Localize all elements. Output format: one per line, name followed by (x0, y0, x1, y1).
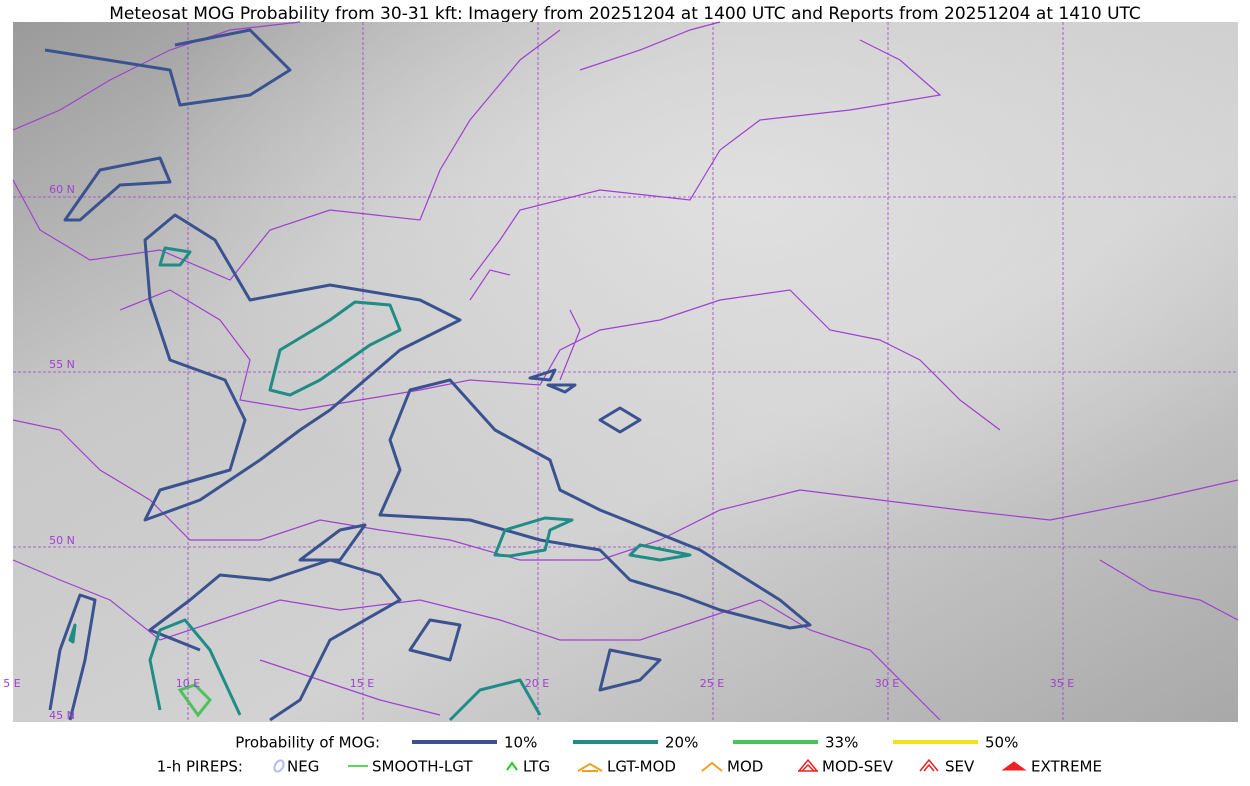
pirep-icon (1001, 761, 1027, 771)
pirep-icon (273, 759, 285, 773)
legend-title: 1-h PIREPS: (157, 758, 243, 776)
lon-label: 15 E (350, 677, 374, 690)
legend-label: MOD (727, 758, 763, 776)
lon-label: 5 E (3, 677, 20, 690)
lon-label: 10 E (176, 677, 200, 690)
legend-label: LTG (523, 758, 550, 776)
lon-label: 30 E (875, 677, 899, 690)
lon-label: 20 E (525, 677, 549, 690)
pirep-icon (701, 761, 723, 772)
lon-label: 35 E (1050, 677, 1074, 690)
legend-label: NEG (287, 758, 319, 776)
legend-label: 20% (665, 734, 698, 752)
legend-label: EXTREME (1031, 758, 1102, 776)
legend-label: 50% (985, 734, 1018, 752)
grid-labels: 60 N 55 N 50 N 45 N 5 E 10 E 15 E 20 E 25 E 30 E 3… (3, 183, 1074, 722)
lat-label: 50 N (49, 534, 75, 547)
title: Meteosat MOG Probability from 30-31 kft:… (109, 4, 1141, 24)
legend-label: MOD-SEV (822, 758, 894, 776)
legend-label: 10% (504, 734, 537, 752)
legend-label: SEV (945, 758, 975, 776)
pirep-icon (798, 758, 818, 772)
map (12, 21, 1239, 722)
lat-label: 55 N (49, 358, 75, 371)
legend: Probability of MOG: 10% 20% 33% 50% 1-h PIREP… (157, 734, 1102, 776)
pirep-icon (506, 761, 518, 771)
lat-label: 45 N (49, 709, 75, 722)
pirep-icon (577, 762, 603, 772)
legend-label: 33% (825, 734, 858, 752)
legend-label: LGT-MOD (607, 758, 676, 776)
legend-label: SMOOTH-LGT (372, 758, 473, 776)
pirep-icon (919, 758, 939, 772)
lon-label: 25 E (700, 677, 724, 690)
legend-title: Probability of MOG: (235, 734, 380, 752)
lat-label: 60 N (49, 183, 75, 196)
